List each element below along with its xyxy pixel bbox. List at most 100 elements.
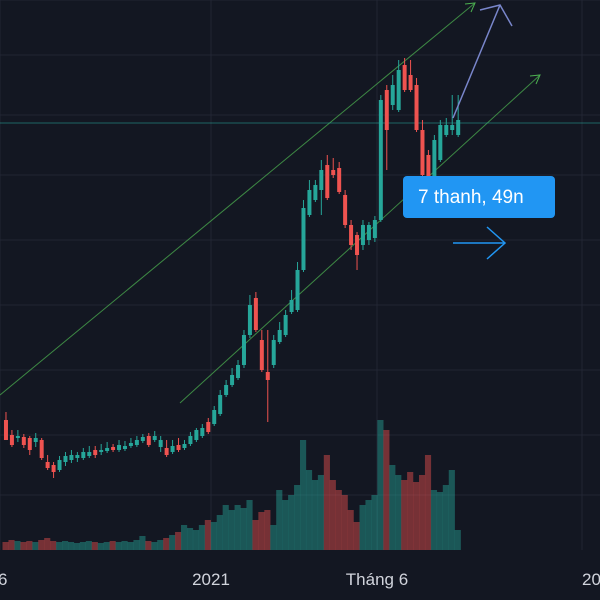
volume-bar [365, 500, 372, 550]
candle-body [236, 365, 241, 378]
volume-bar [436, 492, 443, 550]
volume-bar [169, 535, 176, 550]
candle-body [51, 465, 56, 472]
candle-body [188, 436, 193, 444]
volume-bar [258, 512, 265, 550]
volume-bar [329, 480, 336, 550]
volume-bar [2, 542, 9, 550]
x-axis: 6 2021 Tháng 6 20 [0, 570, 600, 589]
volume-bar [264, 510, 271, 550]
volume-bar [419, 475, 426, 550]
volume-bar [127, 542, 134, 550]
candle-body [355, 235, 360, 255]
candle-body [277, 330, 282, 342]
trend-channels[interactable] [0, 2, 600, 404]
candle-body [325, 165, 330, 198]
candle-body [81, 452, 86, 458]
volume-bar [413, 482, 420, 550]
candle-body [420, 130, 425, 175]
candle-body [170, 446, 175, 452]
candle-body [9, 435, 14, 445]
volume-bar [222, 505, 229, 550]
candle-body [450, 125, 455, 130]
candle-body [57, 460, 62, 470]
candle-body [33, 438, 38, 442]
forecast-flat-arrowhead [486, 226, 507, 260]
candle-body [105, 448, 110, 451]
volume-bar [228, 510, 235, 550]
candle-body [93, 450, 98, 455]
candle-body [182, 444, 187, 448]
volume-bar [192, 530, 200, 550]
candle-body [134, 440, 139, 445]
volume-bar [133, 540, 140, 550]
candle-body [15, 436, 20, 438]
volume-bar [359, 505, 366, 550]
candle-body [218, 395, 223, 414]
volume-bar [20, 542, 27, 550]
candle-body [259, 340, 264, 370]
volume-bar [246, 500, 253, 550]
volume-bar [305, 470, 313, 550]
candle-body [128, 443, 133, 446]
volume-bar [401, 480, 408, 550]
candle-body [241, 335, 246, 365]
volume-bar [270, 525, 277, 550]
candle-body [408, 75, 413, 90]
x-tick-label: 6 [0, 570, 7, 589]
candle-body [146, 436, 151, 445]
annotations[interactable] [452, 4, 513, 260]
volume-bar [175, 532, 182, 550]
candle-body [343, 195, 348, 225]
volume-bar [145, 541, 152, 550]
candle-body [247, 305, 252, 335]
candle-body [313, 185, 318, 200]
candle-body [402, 65, 407, 90]
volume-bar [121, 541, 128, 550]
candle-body [39, 440, 44, 458]
forecast-up-arrow [452, 4, 501, 119]
candles [3, 58, 461, 478]
candle-body [206, 422, 211, 432]
candle-body [164, 448, 169, 455]
candle-body [414, 85, 419, 130]
volume-bar [323, 455, 330, 550]
channel-lower-line [179, 74, 541, 404]
x-tick-label: 20 [582, 570, 600, 589]
volume-bar [335, 490, 342, 550]
candle-body [122, 446, 127, 449]
volume-bar [151, 542, 158, 550]
candle-body [117, 445, 122, 450]
candle-body [212, 410, 217, 424]
volume-bar [282, 500, 289, 550]
grid [0, 0, 600, 550]
volume-bars [2, 420, 461, 550]
volume-bar [8, 540, 15, 550]
candle-body [224, 385, 229, 395]
candle-body [295, 270, 300, 310]
candle-body [21, 437, 26, 445]
volume-bar [341, 495, 348, 550]
candle-body [301, 208, 306, 270]
candle-body [337, 168, 342, 192]
candle-body [176, 445, 181, 450]
candle-body [378, 100, 383, 220]
volume-bar [424, 455, 432, 550]
volume-bar [252, 520, 259, 550]
volume-bar [163, 538, 170, 550]
x-tick-label: 2021 [192, 570, 230, 589]
volume-bar [44, 538, 51, 550]
forecast-up-arrowhead [479, 4, 513, 27]
volume-bar [73, 543, 81, 550]
candle-body [271, 340, 276, 365]
volume-bar [62, 541, 69, 550]
x-tick-label: Tháng 6 [346, 570, 408, 589]
volume-bar [300, 440, 307, 550]
candle-body [194, 430, 199, 440]
candle-body [75, 455, 80, 458]
channel-upper-line [0, 2, 476, 396]
volume-bar [317, 475, 324, 550]
volume-bar [115, 542, 122, 550]
channel-lower-arrowhead [529, 74, 541, 85]
